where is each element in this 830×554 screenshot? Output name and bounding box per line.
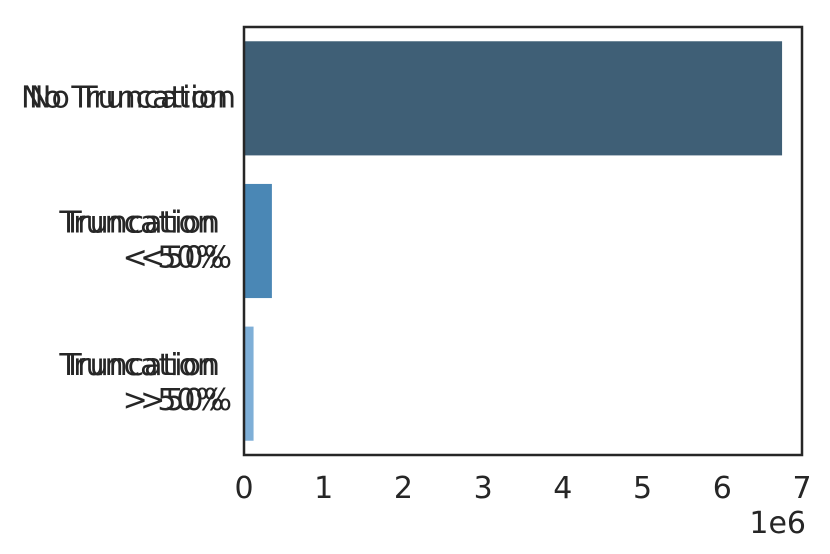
- x-tick-labels: 0 1 2 3 4 5 6 7: [234, 471, 811, 506]
- x-tick-label-1: 1: [314, 471, 333, 506]
- category-label-1-part-2: Truncation: [62, 205, 220, 240]
- category-label-1-part-1: < 50%: [123, 240, 224, 275]
- category-label-1-part-3: <50%: [140, 240, 232, 275]
- category-label-1-part-0: Truncation: [58, 205, 216, 240]
- bar-2: [244, 326, 254, 441]
- category-label-0: No TruncationNo Truncation: [21, 80, 236, 115]
- category-label-2-part-3: >50%: [140, 383, 232, 418]
- category-label-0-part-0: No Truncation: [21, 80, 228, 115]
- x-axis-offset-label: 1e6: [749, 506, 806, 541]
- bars-group: [244, 41, 783, 441]
- x-tick-label-4: 4: [553, 471, 572, 506]
- x-tick-label-0: 0: [234, 471, 253, 506]
- axes-frame: [242, 25, 804, 457]
- category-label-0-part-1: No Truncation: [29, 80, 236, 115]
- x-tick-label-6: 6: [713, 471, 732, 506]
- x-tick-label-3: 3: [474, 471, 493, 506]
- bar-0: [244, 41, 783, 156]
- category-label-2: Truncation > 50%Truncation >50%: [58, 348, 232, 418]
- category-label-2-part-1: > 50%: [123, 383, 224, 418]
- category-label-1: Truncation < 50%Truncation <50%: [58, 205, 232, 275]
- x-tick-label-2: 2: [394, 471, 413, 506]
- bar-1: [244, 183, 272, 299]
- category-label-2-part-2: Truncation: [62, 348, 220, 383]
- x-tick-label-5: 5: [633, 471, 652, 506]
- x-tick-label-7: 7: [792, 471, 811, 506]
- category-label-2-part-0: Truncation: [58, 348, 216, 383]
